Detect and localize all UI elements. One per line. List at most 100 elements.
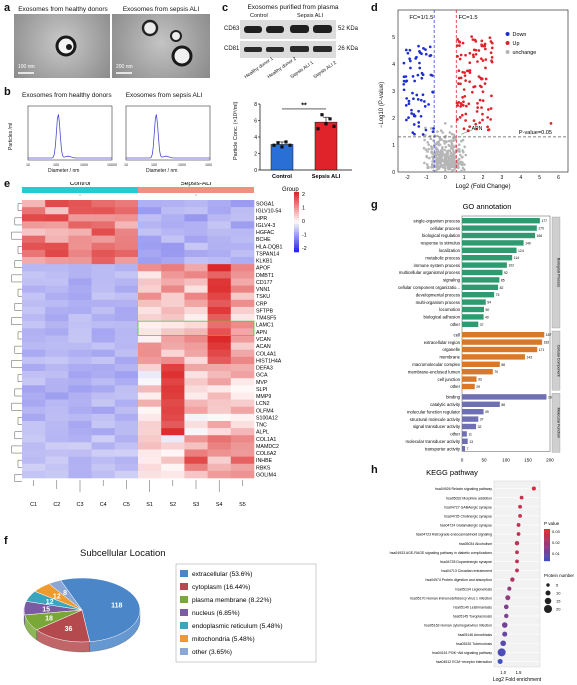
gene-label: CD177 [256, 280, 273, 286]
heatmap-cell [161, 442, 185, 450]
heatmap-cell [22, 292, 46, 301]
nta-title-sepsis: Exosomes from sepsis ALI [125, 92, 203, 99]
heatmap-cell [91, 463, 116, 472]
heatmap-cell [114, 264, 139, 272]
heatmap-cell [45, 470, 69, 479]
heatmap-cell [114, 428, 139, 436]
heatmap-cell [91, 371, 116, 379]
heatmap-cell [91, 321, 116, 329]
heatmap-cell [184, 349, 208, 358]
heatmap-cell [45, 292, 69, 301]
heatmap-cell [230, 228, 255, 236]
heatmap-cell [230, 328, 255, 336]
heatmap-cell [114, 371, 139, 379]
panel-label-g: g [371, 199, 378, 211]
volcano-point-up [467, 102, 471, 106]
x-tick-label: 4 [519, 175, 522, 181]
heatmap-cell [207, 249, 232, 258]
group-bar-sepsis [138, 187, 254, 193]
heatmap-cell [161, 328, 185, 336]
volcano-point-unchanged [447, 155, 451, 158]
heatmap-cell [22, 285, 46, 293]
gene-label: KLKB1 [256, 259, 273, 265]
heatmap-cell [230, 292, 255, 301]
panel-label-c: c [222, 2, 229, 14]
go-count-label: 7 [467, 447, 469, 451]
heatmap-cell [114, 385, 139, 393]
significance-mark: ** [301, 102, 307, 109]
heatmap-cell [91, 328, 116, 336]
go-bar [462, 346, 538, 353]
heatmap-cell [22, 385, 46, 393]
heatmap-cell [22, 442, 46, 450]
x-tick-label: 1.0 [500, 670, 506, 675]
pathway-label: hsa04727 GABAergic synapse [444, 505, 492, 509]
kegg-dot [500, 640, 506, 647]
heatmap-cell [230, 435, 255, 443]
plot-frame [125, 105, 211, 161]
volcano-point-down [413, 79, 417, 83]
pathway-label: hsa04974 Protein digestion and absorptio… [425, 578, 492, 582]
volcano-point-unchanged [456, 164, 459, 168]
volcano-point-up [476, 106, 479, 109]
apn-pointer [461, 129, 472, 135]
go-count-label: 187 [546, 333, 552, 337]
volcano-point-unchanged [450, 125, 453, 128]
go-term-label: molecular transducer activity [406, 439, 461, 444]
volcano-point-down [413, 114, 417, 118]
pie-slice-value: 36 [65, 626, 73, 633]
heatmap-cell [45, 214, 69, 222]
heatmap-cell [68, 285, 92, 293]
volcano-point-up [461, 96, 464, 99]
go-count-label: 54 [487, 301, 491, 305]
volcano-point-unchanged [431, 156, 435, 159]
heatmap-cell [138, 371, 162, 379]
heatmap-cell [22, 214, 46, 222]
volcano-point-unchanged [428, 156, 431, 160]
volcano-point-unchanged [460, 169, 463, 173]
heatmap-cell [114, 228, 139, 236]
heatmap-cell [22, 335, 46, 343]
heatmap-cell [91, 292, 116, 301]
nta-plots: 10 100 1000 10000 10 100 1000 10000 [26, 105, 212, 167]
legend-label: nucleus (6.85%) [192, 610, 240, 617]
group-label-sepsis: Sepsis-ALI [181, 182, 212, 187]
go-count-label: 124 [518, 249, 524, 253]
data-point [320, 113, 324, 117]
bar [314, 121, 338, 171]
volcano-point-up [481, 77, 484, 81]
volcano-point-unchanged [458, 150, 461, 153]
heatmap-cell [161, 228, 185, 236]
volcano-point-up [480, 106, 483, 109]
volcano-point-down [427, 103, 430, 106]
volcano-point-up [480, 43, 483, 47]
size-tick-label: 10 [556, 591, 561, 596]
go-term-label: signaling [443, 278, 461, 283]
volcano-point-unchanged [448, 131, 452, 134]
volcano-point-up [476, 101, 479, 105]
kegg-dot [516, 532, 521, 536]
panel-label-d: d [371, 2, 378, 14]
heatmap-cell [207, 463, 232, 472]
heatmap-cell [22, 314, 46, 322]
volcano-point-unchanged [452, 139, 455, 143]
heatmap-cell [230, 264, 255, 272]
heatmap: Control Sepsis-ALIGroupSOGA1IGLV10-54HPRI… [11, 182, 307, 508]
volcano-point-down [407, 102, 411, 106]
heatmap-cell [138, 392, 162, 400]
heatmap-cell [230, 200, 255, 208]
volcano-point-up [457, 76, 461, 80]
volcano-point-up [458, 57, 462, 61]
heatmap-cell [114, 249, 139, 258]
scale-tick-label: -1 [302, 233, 307, 239]
volcano-point-unchanged [431, 152, 434, 155]
tem-image-sepsis: 200 nm [112, 14, 210, 78]
heatmap-cell [91, 342, 116, 350]
pvalue-scale-segment [544, 537, 550, 539]
heatmap-cell [114, 200, 139, 208]
volcano-point-up [483, 42, 487, 46]
heatmap-cell [45, 463, 69, 472]
heatmap-cell [207, 257, 232, 265]
heatmap-cell [161, 413, 185, 422]
